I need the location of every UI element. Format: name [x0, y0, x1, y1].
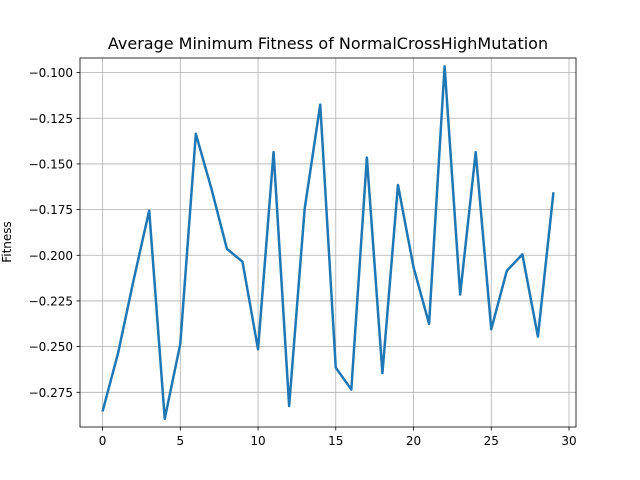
grid-lines: [80, 58, 576, 427]
y-axis-label: Fitness: [0, 221, 14, 263]
chart-title: Average Minimum Fitness of NormalCrossHi…: [108, 34, 548, 53]
y-tick-label: −0.150: [29, 157, 73, 171]
x-tick-label: 30: [561, 434, 576, 448]
x-tick-label: 10: [250, 434, 265, 448]
y-tick-label: −0.275: [29, 386, 73, 400]
series-layer: [101, 64, 555, 421]
x-tick-label: 15: [328, 434, 343, 448]
series-line: [101, 64, 555, 421]
y-tick-label: −0.225: [29, 294, 73, 308]
y-tick-label: −0.100: [29, 66, 73, 80]
x-tick-label: 5: [176, 434, 184, 448]
y-tick-label: −0.200: [29, 249, 73, 263]
x-tick-label: 25: [484, 434, 499, 448]
x-tick-label: 20: [406, 434, 421, 448]
y-tick-label: −0.125: [29, 112, 73, 126]
axes-frame: [79, 57, 577, 428]
y-tick-label: −0.250: [29, 340, 73, 354]
y-tick-label: −0.175: [29, 203, 73, 217]
x-tick-label: 0: [99, 434, 107, 448]
axis-ticks: 0 5 10 15 20 25 30 −0.275 −0.250 −0.225 −0.200 −0.1…: [29, 66, 577, 448]
